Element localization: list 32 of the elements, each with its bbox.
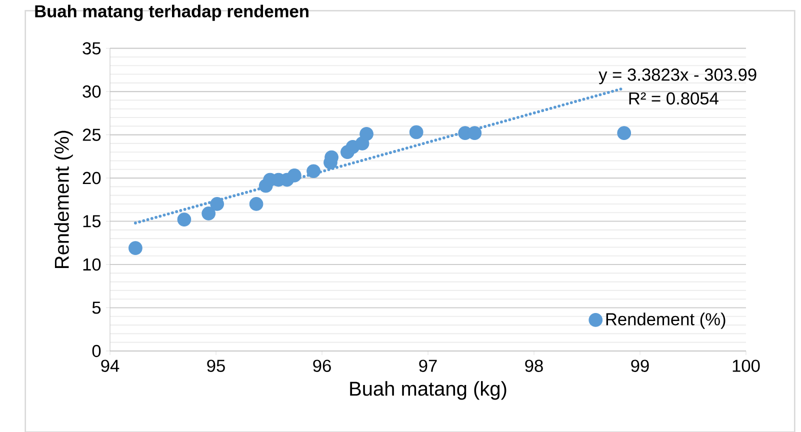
x-tick-label: 99 xyxy=(631,360,649,372)
x-tick-label: 95 xyxy=(207,360,225,372)
x-tick-label: 97 xyxy=(419,360,437,372)
x-tick-label: 100 xyxy=(732,360,760,372)
y-tick-label: 5 xyxy=(92,302,101,314)
point xyxy=(177,212,192,226)
point xyxy=(617,126,632,140)
point xyxy=(202,206,216,220)
annotation: R² = 0.8054 xyxy=(629,92,718,105)
legend-label: Rendement (%) xyxy=(606,312,726,329)
y-tick-label: 30 xyxy=(82,85,101,98)
y-tick-label: 20 xyxy=(82,172,101,184)
annotation: y = 3.3823x - 303.99 xyxy=(598,68,756,84)
point xyxy=(249,197,264,211)
y-tick-label: 0 xyxy=(92,344,101,358)
x-axis-title: Buah matang (kg) xyxy=(350,381,506,400)
x-tick-label: 94 xyxy=(101,360,120,372)
chart-title: Buah matang terhadap rendemen xyxy=(35,4,308,21)
y-tick-label: 15 xyxy=(83,215,101,228)
x-tick-label: 98 xyxy=(525,360,543,372)
point xyxy=(306,164,320,178)
point xyxy=(210,197,224,211)
point xyxy=(288,168,302,182)
y-tick-label: 25 xyxy=(82,128,101,141)
y-axis-title: Rendement (%) xyxy=(54,130,73,268)
point xyxy=(360,127,374,141)
point xyxy=(468,126,482,140)
y-tick-label: 35 xyxy=(82,42,101,54)
x-tick-label: 96 xyxy=(313,360,331,372)
point xyxy=(128,241,142,256)
point xyxy=(409,125,424,140)
y-tick-label: 10 xyxy=(83,258,101,271)
